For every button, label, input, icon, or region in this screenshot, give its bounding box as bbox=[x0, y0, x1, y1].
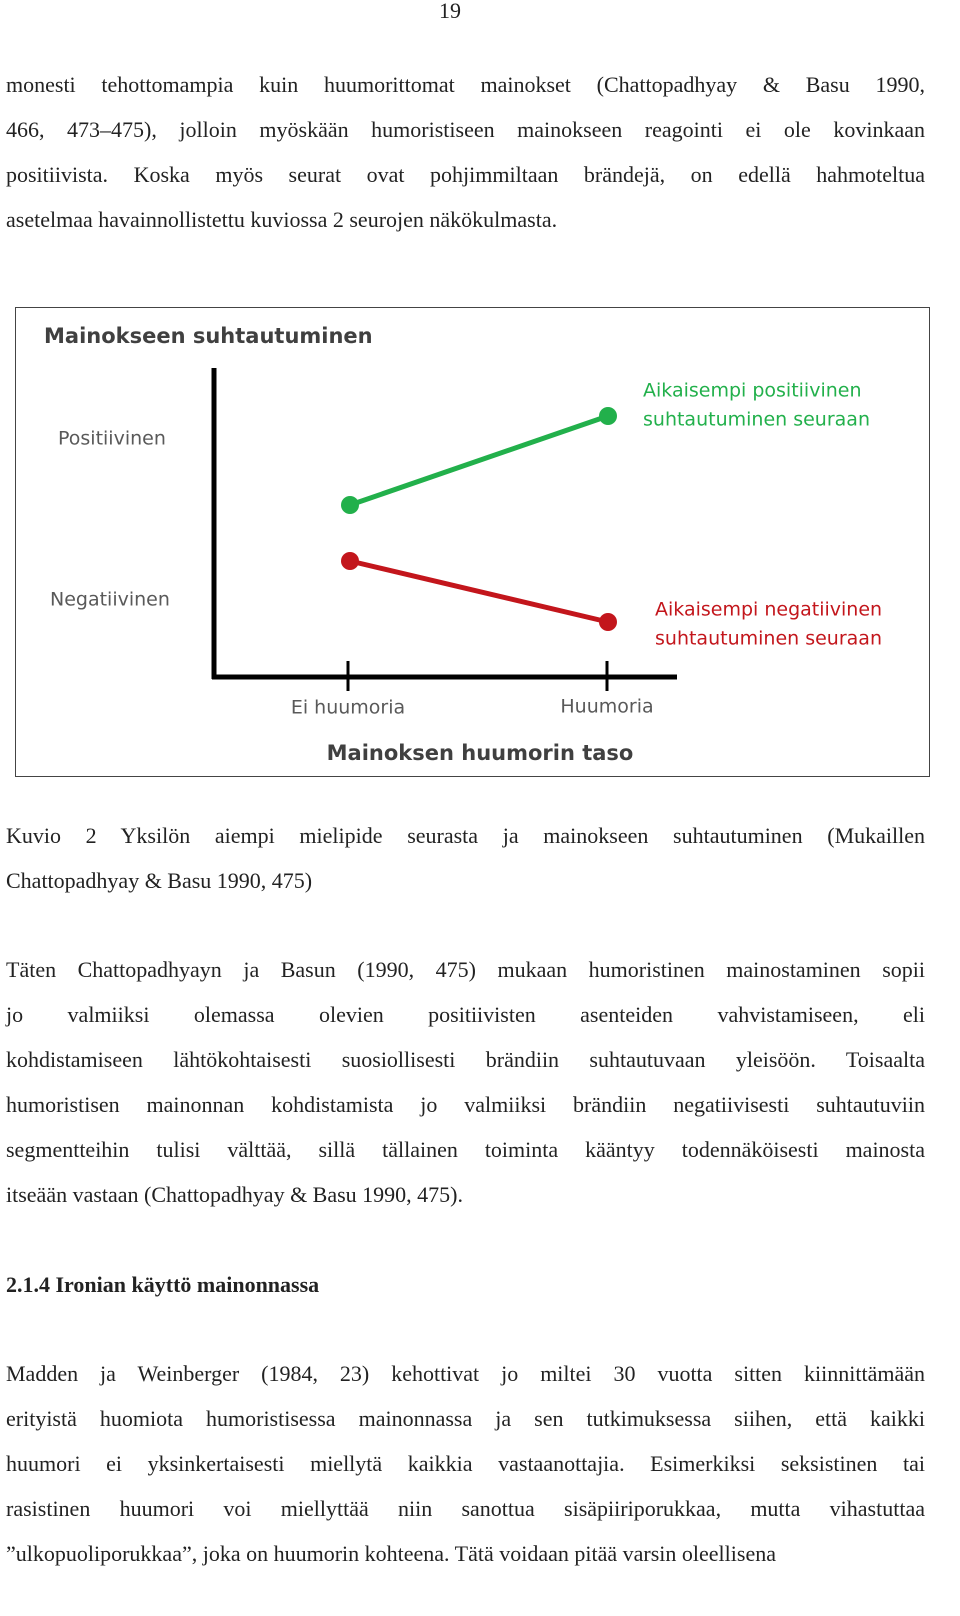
paragraph-line: humoristisen mainonnan kohdistamista jo … bbox=[6, 1092, 925, 1117]
paragraph-line: segmentteihin tulisi välttää, sillä täll… bbox=[6, 1137, 925, 1162]
paragraph-line: asetelmaa havainnollistettu kuviossa 2 s… bbox=[6, 207, 558, 232]
paragraph-line: Madden ja Weinberger (1984, 23) kehottiv… bbox=[6, 1361, 925, 1386]
paragraph-line: 466, 473–475), jolloin myöskään humorist… bbox=[6, 117, 925, 142]
series-label: suhtautuminen seuraan bbox=[643, 409, 870, 431]
paragraph-line: positiivista. Koska myös seurat ovat poh… bbox=[6, 162, 925, 187]
paragraph-line: itseään vastaan (Chattopadhyay & Basu 19… bbox=[6, 1182, 464, 1207]
negative-point bbox=[341, 552, 359, 570]
paragraph-line: monesti tehottomampia kuin huumorittomat… bbox=[6, 72, 925, 97]
y-label: Negatiivinen bbox=[50, 589, 170, 611]
negative-point bbox=[599, 613, 617, 631]
figure-title: Mainokseen suhtautuminen bbox=[44, 324, 373, 348]
paragraph-line: Täten Chattopadhyayn ja Basun (1990, 475… bbox=[6, 957, 925, 982]
x-label: Ei huumoria bbox=[291, 697, 405, 719]
paragraph-line: ”ulkopuoliporukkaa”, joka on huumorin ko… bbox=[6, 1541, 776, 1566]
x-title: Mainoksen huumorin taso bbox=[327, 741, 634, 765]
figure: Mainokseen suhtautuminen Positiivinen Ne… bbox=[15, 307, 930, 777]
paragraph-line: rasistinen huumori voi miellyttää niin s… bbox=[6, 1496, 925, 1521]
paragraph-line: jo valmiiksi olemassa olevien positiivis… bbox=[6, 1002, 925, 1027]
series-label: Aikaisempi negatiivinen bbox=[655, 599, 882, 621]
positive-point bbox=[341, 496, 359, 514]
caption-line: Kuvio 2 Yksilön aiempi mielipide seurast… bbox=[6, 823, 925, 848]
paragraph-line: huumori ei yksinkertaisesti miellytä kai… bbox=[6, 1451, 925, 1476]
paragraph-line: kohdistamiseen lähtökohtaisesti suosioll… bbox=[6, 1047, 925, 1072]
series-label: Aikaisempi positiivinen bbox=[643, 380, 862, 402]
negative-line bbox=[349, 558, 609, 625]
positive-line bbox=[349, 413, 609, 508]
section-heading: 2.1.4 Ironian käyttö mainonnassa bbox=[6, 1272, 320, 1297]
figure-frame bbox=[15, 307, 930, 777]
positive-point bbox=[599, 407, 617, 425]
page-number: 19 bbox=[439, 0, 461, 23]
series-label: suhtautuminen seuraan bbox=[655, 628, 882, 650]
paragraph-line: erityistä huomiota humoristisessa mainon… bbox=[6, 1406, 925, 1431]
x-label: Huumoria bbox=[560, 696, 653, 718]
y-label: Positiivinen bbox=[58, 428, 166, 450]
caption-line: Chattopadhyay & Basu 1990, 475) bbox=[6, 868, 313, 893]
